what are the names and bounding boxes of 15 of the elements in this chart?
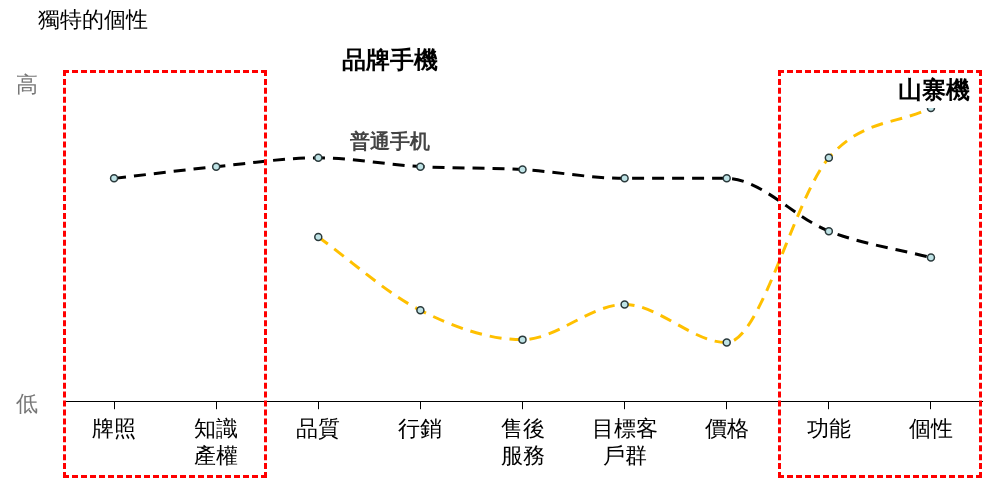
x-tick-label: 個性 [908, 416, 953, 442]
text: 品牌手機 [341, 46, 438, 75]
x-tick-label: 知識產權 [194, 416, 239, 468]
x-tick-label: 行銷 [398, 416, 443, 442]
text: 山寨機 [898, 76, 970, 105]
chart-title: 獨特的個性 [38, 6, 148, 32]
x-tick-label: 品質 [296, 416, 341, 442]
x-tick-label: 售後服務 [500, 416, 545, 468]
text: 高 [16, 71, 38, 97]
x-tick-label: 價格 [704, 416, 749, 442]
series-label: 普通手机 [348, 128, 430, 153]
x-tick-label: 目標客戶群 [591, 416, 658, 468]
x-tick-label: 功能 [806, 416, 851, 442]
text: 低 [16, 390, 38, 416]
x-tick-label: 牌照 [92, 416, 137, 442]
